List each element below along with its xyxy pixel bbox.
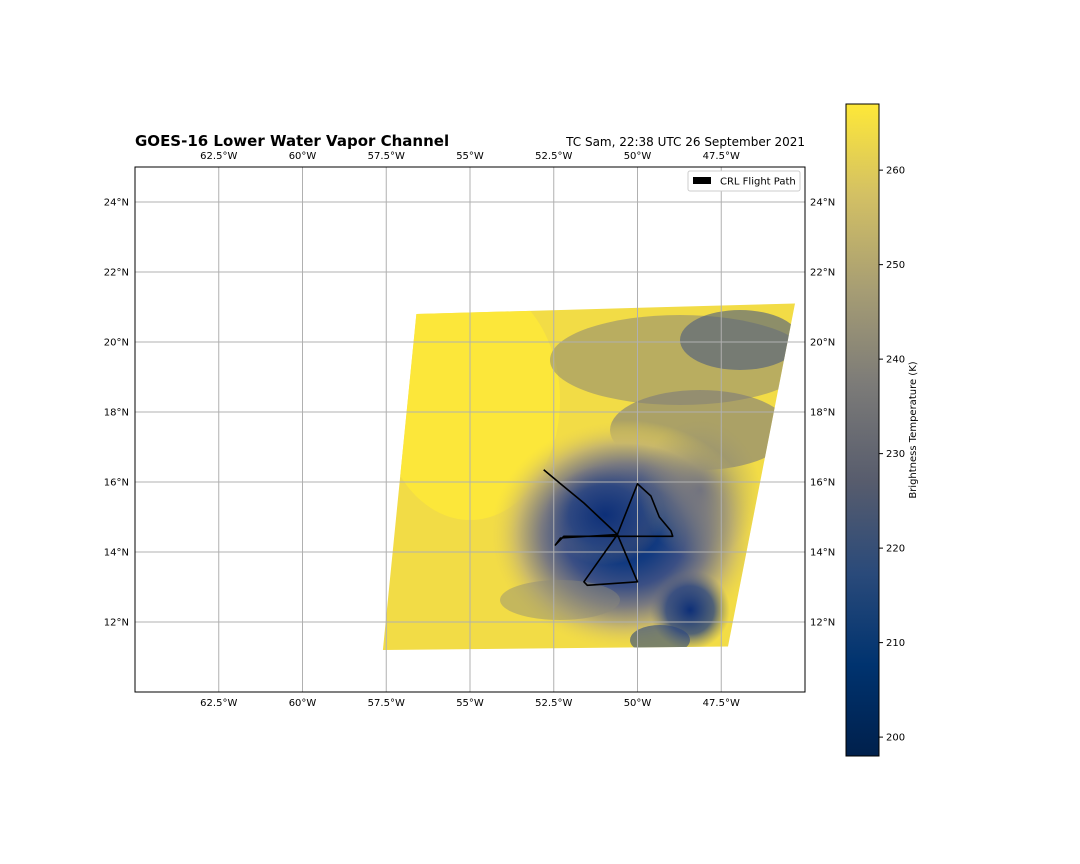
map-title: GOES-16 Lower Water Vapor Channel (135, 132, 450, 150)
colorbar-tick-label: 200 (886, 733, 905, 744)
colorbar-ticks: 200 210 220 230 240 250 260 (879, 166, 905, 744)
legend-label: CRL Flight Path (720, 177, 796, 188)
colorbar-label: Brightness Temperature (K) (908, 361, 919, 498)
lon-tick-label-bottom: 55°W (456, 698, 484, 709)
lon-tick-label-top: 62.5°W (200, 151, 237, 162)
legend-box (687, 170, 801, 192)
legend-swatch (693, 177, 711, 184)
colorbar-tick-label: 250 (886, 260, 905, 271)
lon-tick-label-bottom: 57.5°W (368, 698, 405, 709)
flight-path-line (543, 469, 674, 587)
lon-tick-label-top: 50°W (624, 151, 652, 162)
map-subtitle: TC Sam, 22:38 UTC 26 September 2021 (566, 135, 805, 149)
tick-labels: 62.5°W 62.5°W 60°W 60°W 57.5°W 57.5°W 55°W 55°W… (104, 151, 835, 709)
flight-path (543, 469, 674, 587)
lat-tick-label-right: 22°N (810, 268, 835, 279)
grid-lines (135, 167, 805, 692)
lat-tick-label-right: 18°N (810, 408, 835, 419)
lat-tick-label-left: 12°N (104, 618, 129, 629)
lon-tick-label-top: 57.5°W (368, 151, 405, 162)
lon-tick-label-top: 55°W (456, 151, 484, 162)
lon-tick-label-bottom: 62.5°W (200, 698, 237, 709)
colorbar-fill (845, 103, 880, 757)
legend: CRL Flight Path (687, 170, 801, 192)
lon-tick-label-bottom: 52.5°W (535, 698, 572, 709)
lat-tick-label-right: 24°N (810, 198, 835, 209)
lon-tick-label-bottom: 50°W (624, 698, 652, 709)
plot-frame (134, 166, 806, 693)
colorbar-tick-label: 210 (886, 638, 905, 649)
lat-tick-label-left: 20°N (104, 338, 129, 349)
lat-tick-label-left: 22°N (104, 268, 129, 279)
lat-tick-label-right: 20°N (810, 338, 835, 349)
colorbar-tick-label: 230 (886, 449, 905, 460)
lat-tick-label-left: 24°N (104, 198, 129, 209)
lon-tick-label-top: 60°W (289, 151, 317, 162)
colorbar-tick-label: 240 (886, 355, 905, 366)
colorbar-tick-label: 260 (886, 166, 905, 177)
lon-tick-label-bottom: 60°W (289, 698, 317, 709)
lat-tick-label-left: 16°N (104, 478, 129, 489)
lon-tick-label-top: 47.5°W (703, 151, 740, 162)
lon-tick-label-bottom: 47.5°W (703, 698, 740, 709)
satellite-image (382, 303, 795, 650)
lat-tick-label-right: 12°N (810, 618, 835, 629)
lat-tick-label-right: 16°N (810, 478, 835, 489)
lat-tick-label-right: 14°N (810, 548, 835, 559)
lat-tick-label-left: 18°N (104, 408, 129, 419)
lon-tick-label-top: 52.5°W (535, 151, 572, 162)
colorbar: 200 210 220 230 240 250 260 Brightness Tempera… (845, 103, 919, 757)
colorbar-tick-label: 220 (886, 544, 905, 555)
lat-tick-label-left: 14°N (104, 548, 129, 559)
